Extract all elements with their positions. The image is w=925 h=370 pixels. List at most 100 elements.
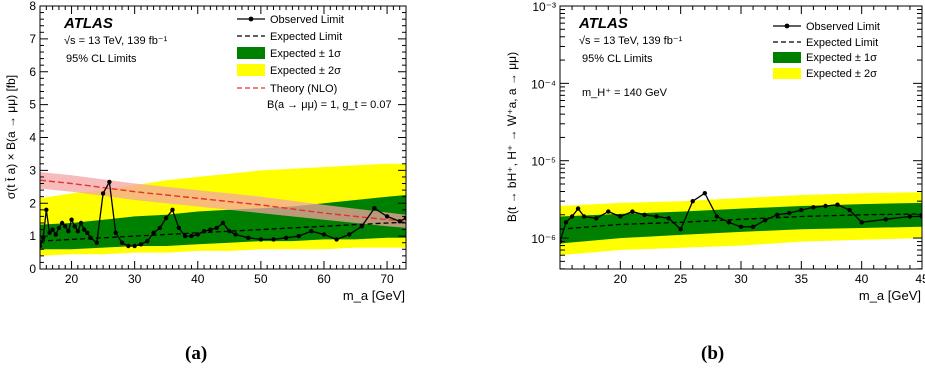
observed-point: [132, 243, 137, 249]
observed-point: [170, 207, 175, 212]
observed-point: [738, 224, 744, 229]
panel-b-experiment: ATLAS: [578, 15, 628, 32]
observed-point: [113, 230, 118, 235]
observed-point: [883, 217, 888, 222]
caption-b: (b): [701, 343, 725, 364]
observed-point: [283, 235, 289, 240]
y-tick-label: 3: [29, 163, 36, 177]
observed-point: [94, 240, 100, 245]
observed-point: [157, 225, 163, 231]
observed-point: [321, 232, 327, 237]
theory-band: [40, 172, 406, 228]
observed-point: [69, 217, 74, 222]
observed-point: [62, 224, 68, 229]
observed-point: [630, 209, 635, 214]
observed-point: [859, 220, 864, 225]
panel-b: 20 25 30 35 40 45 10⁻⁶ 10⁻⁵ 10⁻⁴ 10⁻³ ATLAS √s = …: [505, 0, 925, 303]
observed-point: [775, 212, 780, 217]
legend-band2-label: Expected ± 2σ: [270, 65, 341, 77]
observed-point: [56, 225, 62, 231]
panel-a-legend: Observed Limit Expected Limit Expected ±…: [237, 14, 344, 95]
observed-point: [606, 209, 611, 214]
observed-point: [575, 206, 581, 211]
observed-point: [258, 237, 264, 242]
panel-a-extra-label: B(a → μμ) = 1, g_t = 0.07: [267, 99, 392, 111]
observed-point: [59, 220, 65, 226]
observed-point: [189, 233, 194, 239]
legend-band1-label: Expected ± 1σ: [270, 48, 341, 60]
observed-point: [214, 225, 219, 231]
legend-band1-swatch: [237, 47, 265, 59]
y-tick-label: 4: [29, 131, 36, 145]
observed-point: [220, 220, 226, 226]
x-tick-label: 50: [254, 272, 268, 286]
legend-expected-label: Expected Limit: [270, 31, 342, 43]
observed-point: [847, 207, 852, 213]
legend-theory-label: Theory (NLO): [270, 83, 337, 95]
panel-a-energy: √s = 13 TeV, 139 fb⁻¹: [64, 35, 168, 47]
x-tick-label: 40: [855, 272, 869, 286]
y-tick-label: 5: [29, 98, 36, 112]
legend-observed-marker: [248, 16, 254, 22]
caption-a: (a): [185, 343, 208, 364]
observed-point: [201, 229, 207, 234]
observed-point: [835, 202, 840, 207]
x-tick-label: 35: [795, 272, 809, 286]
legend-b-band1-swatch: [773, 52, 801, 63]
y-tick-label: 10⁻⁵: [531, 155, 556, 169]
observed-point: [702, 191, 707, 196]
panel-a-cl: 95% CL Limits: [66, 53, 137, 65]
observed-point: [296, 233, 301, 239]
observed-point: [66, 229, 71, 234]
observed-point: [678, 227, 683, 232]
panel-a-axes: 20 30 40 50 60 70 0 1 2 3 4 5 6 7 8: [29, 0, 407, 286]
observed-point: [227, 229, 232, 234]
expected-line: [40, 221, 406, 242]
observed-point: [690, 199, 695, 204]
y-tick-label: 7: [29, 32, 36, 46]
observed-point: [53, 232, 58, 237]
observed-point: [208, 227, 213, 232]
observed-point: [762, 218, 768, 223]
x-tick-label: 60: [317, 272, 331, 286]
x-tick-label: 30: [128, 272, 142, 286]
panel-b-axes: 20 25 30 35 40 45 10⁻⁶ 10⁻⁵ 10⁻⁴ 10⁻³: [531, 0, 925, 286]
observed-point: [233, 232, 238, 237]
y-tick-label: 2: [29, 196, 36, 210]
observed-point: [182, 233, 188, 239]
x-tick-label: 70: [380, 272, 394, 286]
observed-point: [799, 207, 804, 213]
panel-b-xlabel: m_a [GeV]: [859, 288, 921, 303]
y-tick-label: 10⁻³: [532, 0, 556, 14]
observed-point: [654, 214, 659, 219]
legend-b-expected-label: Expected Limit: [806, 37, 878, 49]
y-tick-label: 8: [29, 0, 36, 13]
legend-band2-swatch: [237, 64, 265, 76]
panel-a-experiment: ATLAS: [63, 15, 113, 32]
observed-point: [642, 212, 647, 217]
observed-point: [811, 205, 816, 210]
observed-point: [666, 216, 671, 221]
observed-point: [359, 224, 364, 229]
y-tick-label: 6: [29, 65, 36, 79]
observed-point: [145, 238, 150, 244]
observed-point: [334, 237, 339, 242]
band-1sigma: [560, 202, 922, 244]
observed-point: [82, 227, 87, 232]
panel-b-ylabel: B(t → bH⁺, H⁺ → W⁺a, a → μμ): [505, 52, 519, 222]
observed-point: [384, 214, 390, 219]
observed-point: [107, 179, 112, 185]
legend-b-band2-label: Expected ± 2σ: [806, 68, 877, 80]
observed-point: [75, 229, 81, 234]
observed-point: [176, 225, 181, 231]
observed-point: [726, 220, 732, 225]
panel-b-extra-label: m_H⁺ = 140 GeV: [582, 87, 668, 99]
observed-point: [907, 214, 913, 219]
observed-point: [397, 219, 402, 224]
panel-b-energy: √s = 13 TeV, 139 fb⁻¹: [579, 35, 683, 47]
observed-point: [72, 224, 77, 229]
observed-point: [40, 243, 43, 249]
expected-line: [560, 213, 922, 230]
panel-b-plot-area: [560, 191, 922, 256]
